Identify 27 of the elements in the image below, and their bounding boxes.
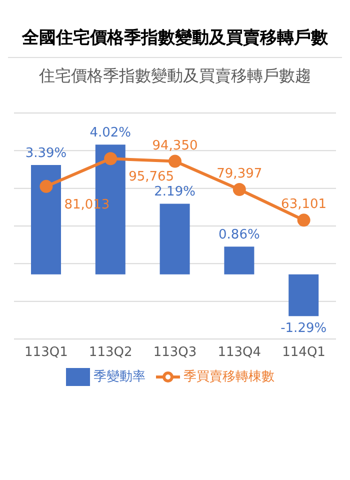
data-label: 3.39% — [25, 146, 67, 161]
x-tick-label: 113Q4 — [218, 345, 262, 360]
chart-subtitle: 住宅價格季指數變動及買賣移轉戶數趨 — [38, 65, 312, 87]
x-tick-label: 113Q3 — [153, 345, 197, 360]
legend-label: 季買賣移轉棟數 — [184, 370, 274, 385]
bar — [224, 246, 254, 274]
bar — [31, 164, 61, 274]
data-label: 79,397 — [216, 166, 262, 182]
data-label: 94,350 — [152, 138, 198, 154]
point — [104, 152, 118, 166]
point — [297, 214, 310, 227]
x-tick-label: 114Q1 — [282, 345, 326, 360]
data-label: 4.02% — [90, 126, 132, 141]
point — [168, 154, 182, 168]
chart-title: 全國住宅價格季指數變動及買賣移轉戶數 — [8, 8, 342, 58]
point — [40, 180, 53, 193]
bar — [288, 274, 319, 316]
x-tick-label: 113Q1 — [24, 345, 68, 360]
data-label: -1.29% — [280, 321, 327, 336]
legend-label: 季變動率 — [94, 370, 146, 385]
data-label: 0.86% — [218, 228, 260, 243]
x-tick-label: 113Q2 — [88, 345, 132, 360]
data-label: 63,101 — [281, 197, 327, 212]
data-label: 2.19% — [154, 184, 196, 200]
bar — [160, 204, 190, 274]
data-label: 95,765 — [128, 170, 174, 185]
point — [232, 182, 246, 196]
